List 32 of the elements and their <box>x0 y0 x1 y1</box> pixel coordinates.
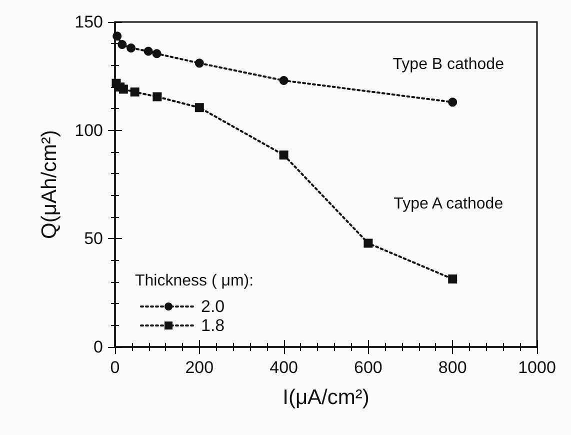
y-tick-label: 100 <box>74 120 103 140</box>
point <box>448 98 458 107</box>
x-tick-label: 0 <box>110 358 120 377</box>
point <box>118 84 128 94</box>
point <box>194 58 204 68</box>
point <box>126 44 136 52</box>
point <box>279 150 288 160</box>
point <box>364 238 373 248</box>
y-tick-label: 150 <box>74 12 103 32</box>
x-tick-label: 600 <box>354 358 382 377</box>
legend-title: Thickness ( μm): <box>135 272 254 290</box>
point <box>194 103 204 112</box>
y-tick-label: 0 <box>94 338 103 356</box>
x-tick-label: 400 <box>270 358 298 377</box>
point <box>279 76 288 85</box>
y-axis-title: Q(μAh/cm²) <box>38 130 61 239</box>
annotation: Type A cathode <box>394 196 504 212</box>
x-tick-label: 1000 <box>518 358 556 377</box>
point <box>130 87 140 96</box>
x-axis-title: I(μA/cm²) <box>282 386 370 409</box>
legend-label: 1.8 <box>201 316 225 335</box>
annotation: Type B cathode <box>392 56 504 73</box>
x-tick-label: 200 <box>185 358 214 377</box>
point <box>118 40 127 50</box>
point <box>152 92 162 102</box>
point <box>112 32 122 41</box>
y-tick-label: 50 <box>84 229 103 248</box>
x-tick-label: 800 <box>438 358 467 377</box>
point <box>152 49 162 58</box>
point <box>144 46 153 56</box>
legend-label: 2.0 <box>201 297 225 316</box>
point <box>448 274 458 284</box>
